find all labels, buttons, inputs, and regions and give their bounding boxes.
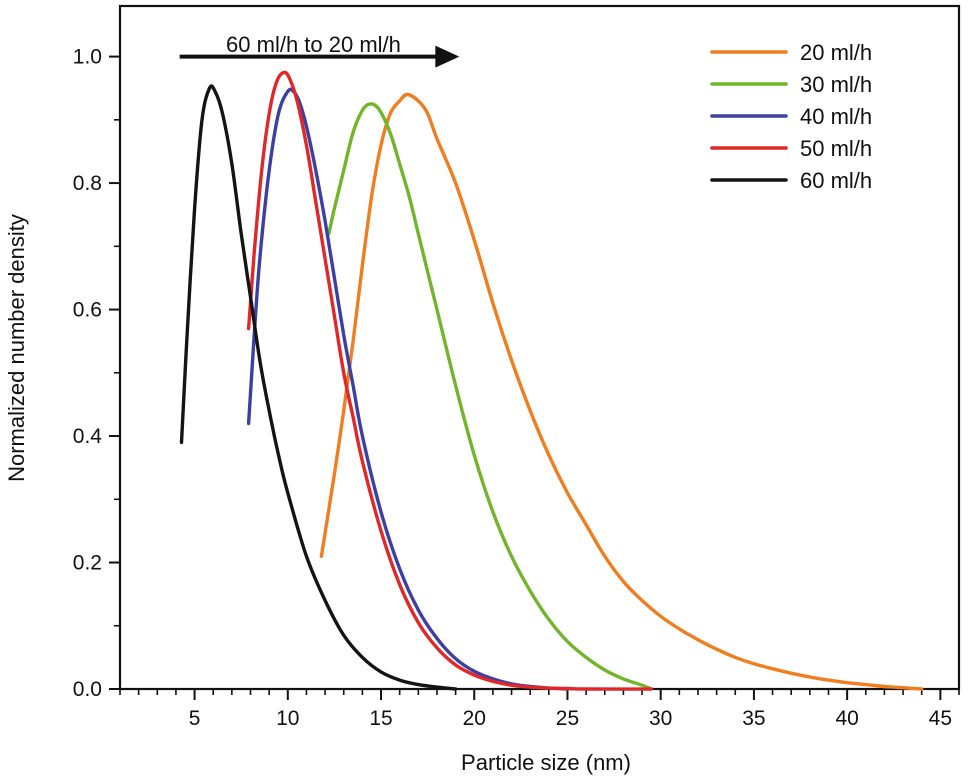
x-tick-label: 20 bbox=[463, 707, 486, 730]
legend-label-40-ml-h: 40 ml/h bbox=[800, 104, 872, 129]
x-axis: 5 10 15 20 25 30 35 40 45 bbox=[119, 689, 960, 730]
y-tick-label: 0.2 bbox=[73, 552, 102, 575]
y-tick-label: 0.0 bbox=[73, 678, 102, 701]
series-line-40-ml-h bbox=[246, 87, 570, 691]
series-group bbox=[179, 70, 924, 691]
y-axis-title: Normalized number density bbox=[4, 214, 29, 482]
x-tick-label: 10 bbox=[276, 707, 299, 730]
legend-label-60-ml-h: 60 ml/h bbox=[800, 168, 872, 193]
series-line-20-ml-h bbox=[319, 92, 924, 691]
x-tick-label: 35 bbox=[742, 707, 765, 730]
series-line-30-ml-h bbox=[327, 102, 654, 691]
annotation-arrow-head bbox=[435, 45, 460, 68]
x-tick-label: 30 bbox=[649, 707, 672, 730]
x-tick-label: 40 bbox=[835, 707, 858, 730]
legend-label-30-ml-h: 30 ml/h bbox=[800, 72, 872, 97]
x-tick-label: 15 bbox=[369, 707, 392, 730]
annotation-text: 60 ml/h to 20 ml/h bbox=[226, 32, 401, 57]
y-tick-label: 0.8 bbox=[73, 172, 102, 195]
series-line-50-ml-h bbox=[246, 70, 654, 691]
legend-label-20-ml-h: 20 ml/h bbox=[800, 40, 872, 65]
y-tick-label: 1.0 bbox=[73, 46, 102, 69]
y-tick-label: 0.6 bbox=[73, 299, 102, 322]
x-axis-title: Particle size (nm) bbox=[461, 750, 631, 775]
legend: 20 ml/h 30 ml/h 40 ml/h 50 ml/h 60 ml/h bbox=[710, 40, 872, 193]
x-tick-label: 45 bbox=[929, 707, 952, 730]
series-line-60-ml-h bbox=[179, 84, 458, 691]
y-tick-label: 0.4 bbox=[73, 425, 103, 448]
annotation: 60 ml/h to 20 ml/h bbox=[179, 32, 460, 68]
y-axis: 0.0 0.2 0.4 0.6 0.8 1.0 bbox=[73, 46, 120, 701]
legend-label-50-ml-h: 50 ml/h bbox=[800, 136, 872, 161]
x-tick-label: 5 bbox=[189, 707, 201, 730]
x-tick-label: 25 bbox=[556, 707, 579, 730]
